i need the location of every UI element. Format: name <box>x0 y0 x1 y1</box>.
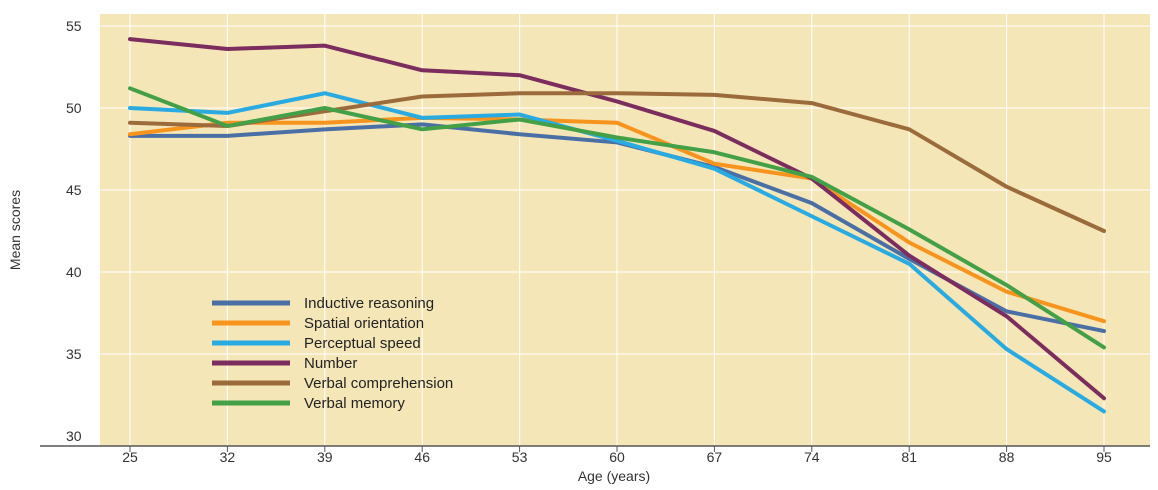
series-line-verbal-memory <box>128 86 1106 350</box>
legend-label: Inductive reasoning <box>304 295 434 312</box>
x-tick-label: 25 <box>122 449 138 465</box>
gridlines <box>100 14 1150 446</box>
y-tick-label: 50 <box>66 100 82 116</box>
x-tick-label: 39 <box>317 449 333 465</box>
series-line-spatial-orientation <box>128 115 1106 324</box>
legend-label: Verbal memory <box>304 395 405 412</box>
x-tick-label: 60 <box>609 449 625 465</box>
legend: Inductive reasoning Spatial orientation Pe… <box>212 295 453 412</box>
series-line-verbal-comprehension <box>128 91 1106 233</box>
x-tick-label: 67 <box>707 449 723 465</box>
y-axis-title: Mean scores <box>7 190 23 270</box>
axes: 25 32 39 46 53 60 67 74 81 88 95 30 35 40 45 50 55 <box>40 18 1150 465</box>
y-tick-label: 30 <box>66 428 82 444</box>
x-tick-label: 95 <box>1096 449 1112 465</box>
y-tick-label: 55 <box>66 18 82 34</box>
x-tick-label: 53 <box>512 449 528 465</box>
series-line-perceptual-speed <box>128 91 1106 414</box>
legend-label: Verbal comprehension <box>304 375 453 392</box>
x-tick-label: 88 <box>999 449 1015 465</box>
series-lines <box>128 37 1106 414</box>
y-tick-label: 35 <box>66 346 82 362</box>
y-tick-label: 40 <box>66 264 82 280</box>
plot-background <box>100 14 1150 446</box>
legend-label: Perceptual speed <box>304 335 421 352</box>
x-tick-label: 74 <box>804 449 820 465</box>
x-tick-label: 81 <box>901 449 917 465</box>
legend-label: Number <box>304 355 357 372</box>
y-tick-label: 45 <box>66 182 82 198</box>
x-axis-title: Age (years) <box>578 468 650 484</box>
x-tick-label: 46 <box>414 449 430 465</box>
x-tick-label: 32 <box>220 449 236 465</box>
legend-label: Spatial orientation <box>304 315 424 332</box>
series-line-number <box>128 37 1106 401</box>
